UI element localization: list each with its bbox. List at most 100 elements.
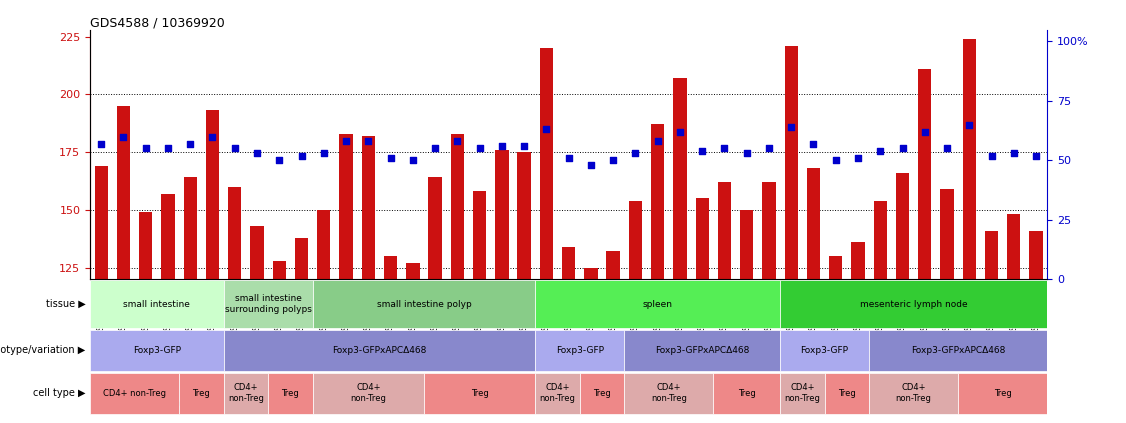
Text: spleen: spleen: [643, 299, 672, 308]
Text: Foxp3-GFP: Foxp3-GFP: [556, 346, 604, 355]
FancyBboxPatch shape: [535, 280, 780, 328]
Text: Treg: Treg: [838, 389, 856, 398]
Text: Treg: Treg: [593, 389, 611, 398]
Text: CD4+
non-Treg: CD4+ non-Treg: [227, 384, 263, 403]
Bar: [762, 182, 776, 423]
Bar: [651, 124, 664, 423]
Point: [960, 121, 978, 128]
Point: [560, 154, 578, 161]
Bar: [339, 134, 352, 423]
Bar: [161, 194, 175, 423]
Point: [804, 140, 822, 147]
Point: [493, 143, 511, 149]
Point: [115, 133, 133, 140]
Bar: [384, 256, 397, 423]
Bar: [450, 134, 464, 423]
FancyBboxPatch shape: [780, 280, 1047, 328]
Text: Treg: Treg: [471, 389, 489, 398]
Bar: [807, 168, 820, 423]
Point: [225, 145, 243, 152]
Bar: [406, 263, 420, 423]
Text: CD4+
non-Treg: CD4+ non-Treg: [895, 384, 931, 403]
Text: Foxp3-GFPxAPCΔ468: Foxp3-GFPxAPCΔ468: [911, 346, 1006, 355]
Point: [359, 138, 377, 145]
Text: mesenteric lymph node: mesenteric lymph node: [860, 299, 967, 308]
Legend: count, percentile rank within the sample: count, percentile rank within the sample: [95, 382, 280, 412]
Point: [136, 145, 154, 152]
Text: CD4+
non-Treg: CD4+ non-Treg: [539, 384, 575, 403]
Point: [915, 129, 933, 135]
Text: tissue ▶: tissue ▶: [45, 299, 86, 309]
FancyBboxPatch shape: [624, 330, 780, 371]
Point: [582, 162, 600, 168]
Bar: [138, 212, 152, 423]
Text: small intestine: small intestine: [124, 299, 190, 308]
Bar: [918, 69, 931, 423]
Text: Foxp3-GFPxAPCΔ468: Foxp3-GFPxAPCΔ468: [332, 346, 427, 355]
FancyBboxPatch shape: [224, 280, 313, 328]
Point: [983, 152, 1001, 159]
FancyBboxPatch shape: [90, 373, 179, 414]
Point: [293, 152, 311, 159]
Text: Treg: Treg: [193, 389, 211, 398]
Bar: [473, 191, 486, 423]
Point: [204, 133, 222, 140]
FancyBboxPatch shape: [535, 373, 580, 414]
FancyBboxPatch shape: [824, 373, 869, 414]
FancyBboxPatch shape: [425, 373, 535, 414]
Bar: [896, 173, 909, 423]
Bar: [740, 210, 753, 423]
Point: [938, 145, 956, 152]
Point: [649, 138, 667, 145]
FancyBboxPatch shape: [313, 373, 425, 414]
Text: CD4+ non-Treg: CD4+ non-Treg: [104, 389, 167, 398]
Point: [783, 124, 801, 130]
Bar: [673, 78, 687, 423]
Point: [337, 138, 355, 145]
FancyBboxPatch shape: [90, 280, 224, 328]
Text: cell type ▶: cell type ▶: [33, 388, 86, 398]
FancyBboxPatch shape: [268, 373, 313, 414]
FancyBboxPatch shape: [780, 373, 824, 414]
Point: [515, 143, 533, 149]
Bar: [874, 201, 887, 423]
Point: [248, 150, 266, 157]
Point: [826, 157, 844, 164]
Point: [626, 150, 644, 157]
FancyBboxPatch shape: [224, 373, 268, 414]
FancyBboxPatch shape: [179, 373, 224, 414]
Bar: [985, 231, 999, 423]
Point: [1004, 150, 1022, 157]
Text: Treg: Treg: [738, 389, 756, 398]
FancyBboxPatch shape: [535, 330, 624, 371]
Point: [872, 147, 890, 154]
Text: Treg: Treg: [994, 389, 1011, 398]
Bar: [696, 198, 709, 423]
FancyBboxPatch shape: [580, 373, 624, 414]
Bar: [428, 178, 441, 423]
Bar: [940, 189, 954, 423]
FancyBboxPatch shape: [90, 330, 224, 371]
Bar: [518, 152, 530, 423]
Point: [404, 157, 422, 164]
Text: Foxp3-GFP: Foxp3-GFP: [801, 346, 849, 355]
FancyBboxPatch shape: [958, 373, 1047, 414]
Bar: [117, 106, 131, 423]
FancyBboxPatch shape: [624, 373, 713, 414]
Point: [181, 140, 199, 147]
Bar: [539, 48, 553, 423]
Bar: [295, 238, 309, 423]
Bar: [562, 247, 575, 423]
Point: [159, 145, 177, 152]
Point: [1027, 152, 1045, 159]
Point: [537, 126, 555, 133]
Bar: [361, 136, 375, 423]
Bar: [250, 226, 263, 423]
Bar: [206, 110, 220, 423]
Point: [671, 129, 689, 135]
Text: CD4+
non-Treg: CD4+ non-Treg: [651, 384, 687, 403]
Text: CD4+
non-Treg: CD4+ non-Treg: [785, 384, 820, 403]
Bar: [829, 256, 842, 423]
Point: [605, 157, 623, 164]
Text: Treg: Treg: [282, 389, 300, 398]
